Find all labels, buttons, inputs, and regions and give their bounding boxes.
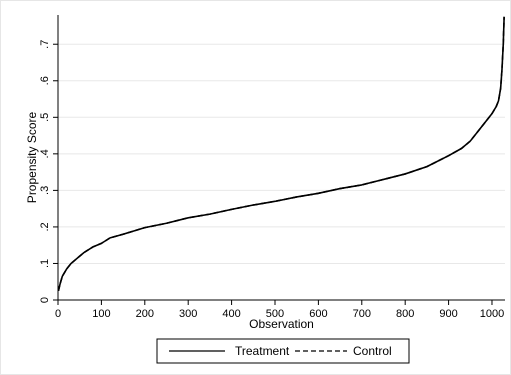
y-tick-label-5: .5 (39, 113, 51, 122)
x-tick-label-2: 200 (136, 308, 154, 320)
x-tick-label-0: 0 (55, 308, 61, 320)
x-tick-label-9: 900 (439, 308, 457, 320)
y-tick-label-0: 0 (39, 297, 51, 303)
y-tick-label-1: .1 (39, 259, 51, 268)
axes: 0 .1 .2 .3 .4 .5 .6 .7 0 100 200 300 400 500 600 700 800… (39, 15, 505, 320)
legend-label-treatment: Treatment (235, 344, 290, 358)
x-tick-label-1: 100 (92, 308, 110, 320)
series-layer (57, 16, 505, 292)
legend-box (156, 338, 410, 364)
x-tick-label-6: 600 (309, 308, 327, 320)
x-tick-label-10: 1000 (480, 308, 504, 320)
y-tick-label-7: .7 (39, 40, 51, 49)
y-tick-label-6: .6 (39, 76, 51, 85)
x-tick-label-3: 300 (179, 308, 197, 320)
y-tick-label-3: .3 (39, 186, 51, 195)
x-tick-label-7: 700 (353, 308, 371, 320)
x-tick-label-4: 400 (222, 308, 240, 320)
plot-area (58, 15, 505, 300)
x-tick-label-5: 500 (266, 308, 284, 320)
series-line-control (57, 16, 505, 292)
y-axis-title: Propensity Score (25, 111, 39, 203)
y-tick-label-2: .2 (39, 222, 51, 231)
x-axis-title: Observation (249, 317, 314, 331)
legend-label-control: Control (353, 344, 392, 358)
legend: Treatment Control (156, 338, 410, 364)
x-tick-label-8: 800 (396, 308, 414, 320)
y-tick-label-4: .4 (39, 149, 51, 158)
